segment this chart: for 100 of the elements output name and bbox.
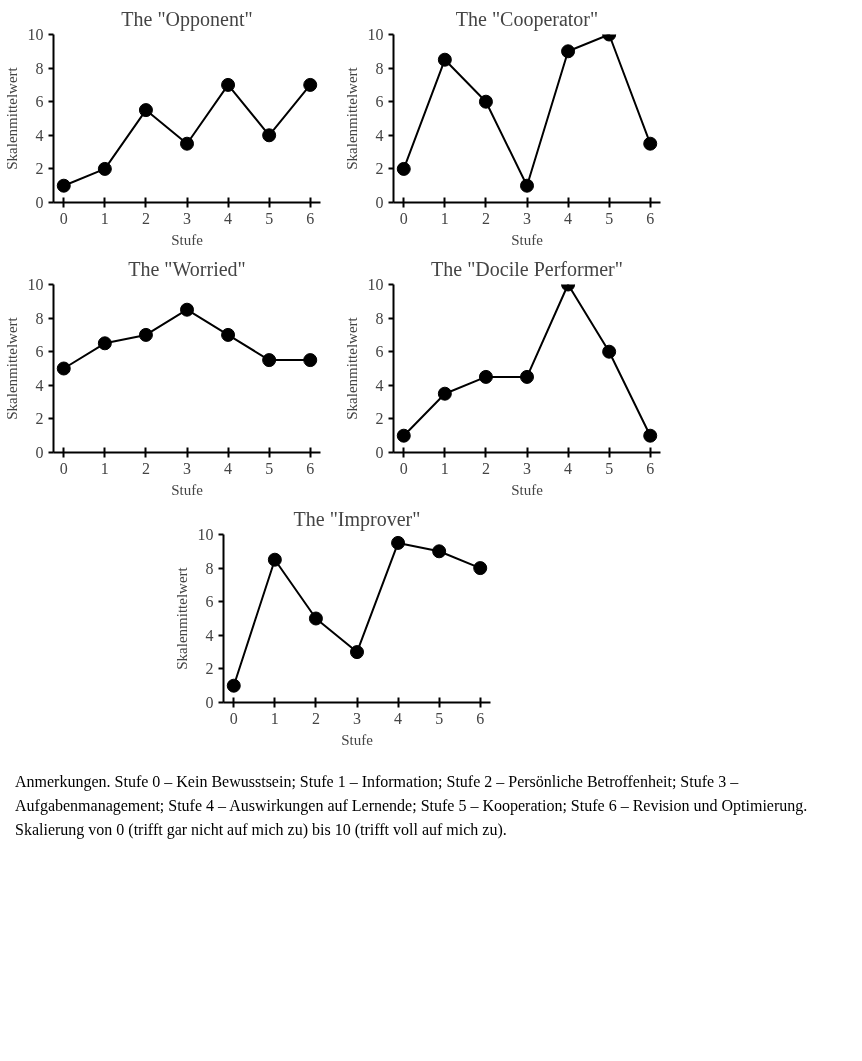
x-axis-title: Stufe [341, 731, 374, 748]
x-tick-label: 5 [435, 709, 444, 727]
y-tick-label: 10 [367, 26, 384, 43]
x-tick-label: 1 [270, 709, 279, 727]
x-tick-label: 2 [141, 459, 150, 477]
point [478, 94, 493, 109]
x-tick-label: 4 [564, 209, 573, 227]
y-tick-label: 4 [375, 126, 384, 144]
x-tick-label: 2 [481, 459, 490, 477]
x-axis-title: Stufe [511, 231, 544, 248]
y-tick-label: 6 [375, 343, 384, 361]
y-tick-label: 8 [375, 59, 384, 77]
point [303, 353, 318, 368]
y-tick-label: 6 [35, 343, 44, 361]
x-tick-label: 2 [141, 209, 150, 227]
x-tick-label: 4 [224, 209, 233, 227]
x-axis-title: Stufe [511, 481, 544, 498]
y-tick-label: 10 [27, 26, 44, 43]
point [520, 178, 534, 193]
x-tick-label: 6 [306, 459, 315, 477]
x-tick-label: 1 [100, 209, 109, 227]
y-tick-label: 8 [35, 59, 44, 77]
y-tick-label: 4 [35, 126, 44, 144]
y-tick-label: 0 [205, 694, 214, 711]
point [56, 178, 71, 193]
point [180, 302, 194, 317]
point [396, 428, 411, 443]
y-tick-label: 0 [35, 194, 44, 211]
x-tick-label: 0 [59, 209, 68, 227]
point [97, 161, 112, 176]
point [350, 645, 364, 660]
point [221, 327, 236, 342]
point [267, 552, 282, 567]
y-axis-title: Skalenmittelwert [343, 66, 360, 170]
y-tick-label: 2 [375, 160, 384, 178]
point [138, 327, 153, 342]
chart-title: The "Cooperator" [455, 7, 599, 31]
x-tick-label: 5 [265, 209, 274, 227]
x-tick-label: 0 [229, 709, 238, 727]
y-tick-label: 6 [205, 593, 214, 611]
y-tick-label: 2 [205, 660, 214, 678]
x-tick-label: 4 [224, 459, 233, 477]
y-tick-label: 4 [205, 626, 214, 644]
x-axis-title: Stufe [171, 481, 204, 498]
x-tick-label: 6 [476, 709, 485, 727]
x-tick-label: 0 [399, 209, 408, 227]
point [396, 161, 411, 176]
x-tick-label: 3 [183, 209, 191, 227]
x-tick-label: 2 [311, 709, 320, 727]
chart-title: The "Improver" [293, 507, 421, 531]
chart-title: The "Docile Performer" [431, 257, 623, 280]
point [97, 336, 112, 351]
y-tick-label: 2 [35, 160, 44, 178]
point [437, 386, 452, 401]
y-tick-label: 6 [375, 93, 384, 111]
point [308, 611, 323, 626]
y-tick-label: 2 [375, 410, 384, 428]
x-tick-label: 3 [523, 209, 531, 227]
point [138, 103, 153, 118]
chart-title: The "Worried" [128, 257, 246, 280]
point [226, 678, 241, 693]
y-axis-title: Skalenmittelwert [3, 316, 20, 420]
y-tick-label: 6 [35, 93, 44, 111]
point [391, 535, 406, 550]
x-tick-label: 6 [306, 209, 315, 227]
y-axis-title: Skalenmittelwert [173, 566, 190, 670]
x-tick-label: 6 [646, 459, 655, 477]
y-tick-label: 4 [375, 376, 384, 394]
x-tick-label: 0 [59, 459, 68, 477]
x-axis-title: Stufe [171, 231, 204, 248]
x-tick-label: 3 [523, 459, 531, 477]
point [437, 52, 452, 67]
y-tick-label: 0 [35, 444, 44, 461]
y-tick-label: 4 [35, 376, 44, 394]
point [221, 77, 236, 92]
point [180, 136, 194, 151]
y-tick-label: 8 [35, 309, 44, 327]
x-tick-label: 5 [605, 459, 614, 477]
x-tick-label: 0 [399, 459, 408, 477]
point [473, 561, 488, 576]
text: Anmerkungen. Stufe 0 – Kein Bewusstsein; Stufe 1 – Information; Stufe 2 – Persönliche Betroffenheit; Stufe 3 – Aufgabenmanagement; Stufe 4 – Auswirkungen auf Lernende; Stufe 5 – Kooperation; Stufe 6 – Revision und Optimierung. Skalierung von 0 (trifft gar nicht auf mich zu) bis 10 (trifft voll auf mich zu). [15, 772, 809, 841]
x-tick-label: 4 [564, 459, 573, 477]
y-axis-title: Skalenmittelwert [343, 316, 360, 420]
y-tick-label: 0 [375, 194, 384, 211]
y-tick-label: 0 [375, 444, 384, 461]
y-tick-label: 8 [375, 309, 384, 327]
point [262, 353, 277, 368]
x-tick-label: 2 [481, 209, 490, 227]
x-tick-label: 6 [646, 209, 655, 227]
point [262, 128, 277, 143]
y-tick-label: 10 [197, 526, 214, 543]
y-tick-label: 2 [35, 410, 44, 428]
x-tick-label: 1 [100, 459, 109, 477]
point [602, 344, 617, 359]
point [303, 77, 318, 92]
y-tick-label: 10 [27, 276, 44, 293]
point [520, 369, 534, 384]
point [561, 44, 576, 59]
point [432, 544, 447, 559]
point [643, 136, 658, 151]
